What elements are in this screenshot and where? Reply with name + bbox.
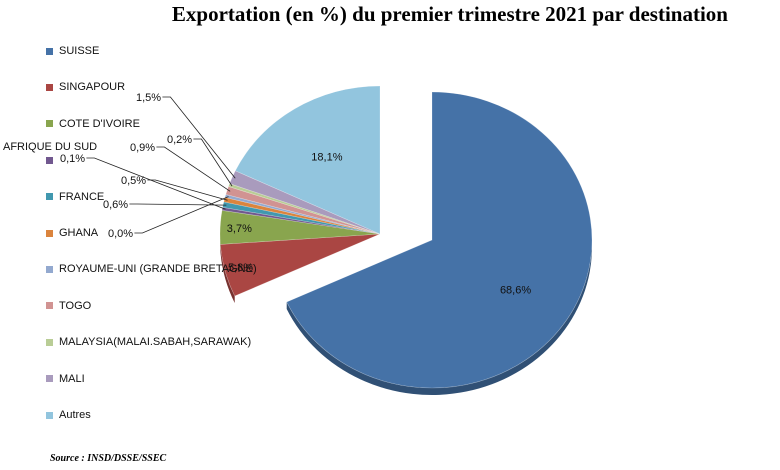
legend-swatch [46, 411, 53, 419]
pie-slice-suisse [286, 91, 593, 389]
legend-item-afrique-du-sud [46, 152, 59, 168]
pie-slice-cote-d-ivoire [219, 209, 381, 245]
data-label-togo: 0,9% [130, 142, 155, 154]
data-label-royaume-uni-grande-bretagne: 0,0% [108, 228, 133, 240]
leader-lines [86, 96, 236, 234]
legend-label: MALAYSIA(MALAI.SABAH,SARAWAK) [59, 336, 252, 349]
legend-swatch [46, 302, 53, 310]
pie-slice-malaysia-malai-sabah-sarawak [228, 183, 381, 235]
legend-item-singapour: SINGAPOUR [46, 79, 125, 95]
data-label-cote-d-ivoire: 3,7% [227, 223, 252, 235]
legend-item-france: FRANCE [46, 189, 104, 205]
data-label-suisse: 68,6% [500, 284, 531, 296]
legend-swatch [46, 47, 53, 55]
leader-line-afrique-du-sud [86, 157, 226, 210]
legend-item-autres: Autres [46, 407, 91, 423]
legend-label: SUISSE [59, 45, 100, 57]
legend-item-togo: TOGO [46, 298, 91, 314]
legend-label: TOGO [59, 299, 92, 312]
data-label-mali: 1,5% [136, 92, 161, 104]
pie-slice-afrique-du-sud [221, 206, 381, 235]
legend-label: Autres [59, 409, 91, 421]
legend-label: COTE D'IVOIRE [59, 117, 140, 130]
legend-swatch [46, 265, 53, 273]
leader-line-togo [156, 146, 231, 192]
legend-item-royaume-uni-grande-bretagne: ROYAUME-UNI (GRANDE BRETAGNE) [46, 261, 257, 277]
data-label-malaysia-malai-sabah-sarawak: 0,2% [167, 134, 192, 146]
legend-swatch [46, 338, 53, 346]
leader-line-royaume-uni-grande-bretagne [134, 196, 229, 234]
leader-line-france [129, 203, 227, 206]
legend-item-mali: MALI [46, 371, 85, 387]
legend-label: FRANCE [59, 190, 105, 203]
afrique-du-sud-callout: AFRIQUE DU SUD [3, 141, 98, 153]
legend-swatch [46, 375, 53, 383]
legend-item-suisse: SUISSE [46, 43, 99, 59]
legend-item-ghana: GHANA [46, 225, 98, 241]
legend-swatch [46, 193, 53, 201]
data-label-afrique-du-sud: 0,1% [60, 153, 85, 165]
data-label-ghana: 0,5% [121, 175, 146, 187]
legend-swatch [46, 229, 53, 237]
legend-label: GHANA [59, 227, 99, 239]
pie-slice-singapour [220, 233, 381, 297]
pie-slice-togo [225, 186, 381, 235]
legend-swatch [46, 83, 53, 91]
data-label-autres: 18,1% [311, 151, 342, 163]
pie-slice-autres [234, 85, 381, 235]
legend-swatch [46, 120, 53, 128]
pie-data-labels: 68,6% 5,8% 3,7% 0,1% 0,6% 0,5% 0,0% 0,9% 0,2% 1,5… [60, 92, 531, 296]
data-label-singapour: 5,8% [228, 262, 253, 274]
legend-swatch [46, 156, 53, 164]
legend-label: MALI [59, 372, 85, 385]
pie-slices [219, 85, 593, 396]
leader-line-malaysia-malai-sabah-sarawak [193, 138, 233, 187]
pie-slice-royaume-uni-grande-bretagne [224, 194, 381, 235]
pie-slice-mali [229, 170, 381, 235]
leader-line-ghana [147, 179, 228, 201]
legend-item-malaysia-malai-sabah-sarawak: MALAYSIA(MALAI.SABAH,SARAWAK) [46, 334, 251, 350]
legend-item-cote-d-ivoire: COTE D'IVOIRE [46, 116, 140, 132]
legend-label: ROYAUME-UNI (GRANDE BRETAGNE) [59, 263, 257, 276]
data-label-france: 0,6% [103, 199, 128, 211]
leader-line-mali [162, 96, 236, 179]
chart-title: Exportation (en %) du premier trimestre … [171, 2, 728, 26]
source-note: Source : INSD/DSSE/SSEC [50, 453, 167, 464]
legend-label: SINGAPOUR [59, 81, 126, 94]
pie-slice-france [222, 201, 381, 235]
pie-slice-side-singapour [220, 244, 235, 303]
